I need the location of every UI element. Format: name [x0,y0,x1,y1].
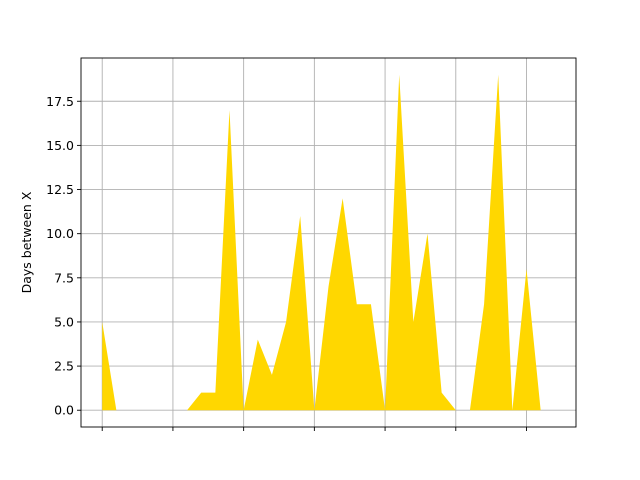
plot-frame [80,57,577,428]
y-tick-label: 0.0 [54,403,74,418]
y-tick-label: 12.5 [46,182,74,197]
y-tick-label: 7.5 [54,270,74,285]
y-tick-label: 17.5 [46,94,74,109]
y-tick-label: 5.0 [54,314,74,329]
y-axis-label: Days between X [19,191,34,293]
axis-ticks: 0.0 2.5 5.0 7.5 10.0 12.5 15.0 17.5 [46,94,527,431]
y-tick-label: 10.0 [46,226,74,241]
area-series-fill [102,74,555,411]
y-tick-label: 2.5 [54,359,74,374]
y-tick-label: 15.0 [46,138,74,153]
